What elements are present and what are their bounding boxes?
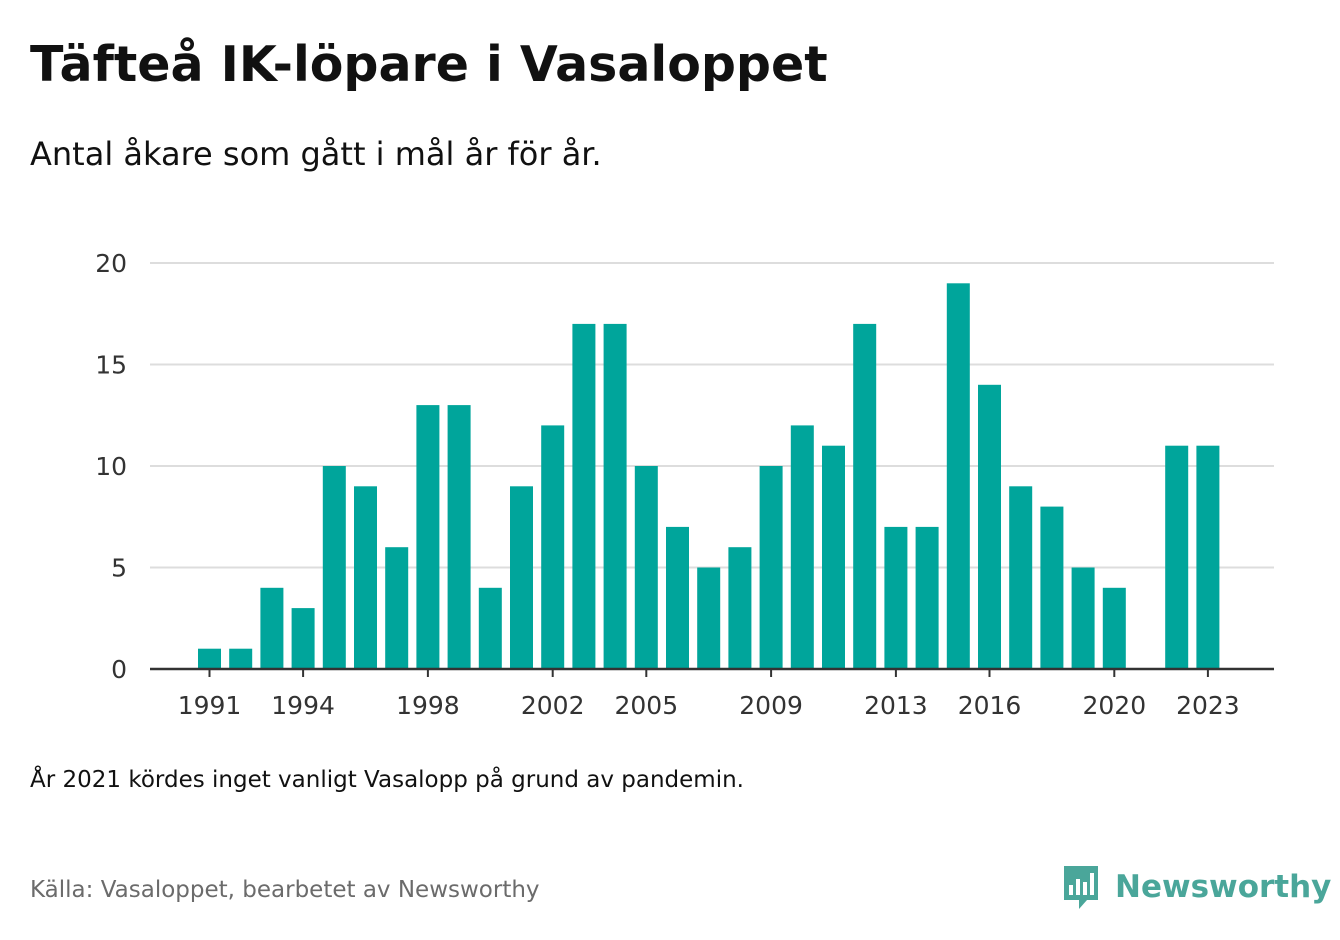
bar-1994	[291, 608, 315, 669]
bar-2016	[978, 384, 1001, 669]
chart-title: Täfteå IK-löpare i Vasaloppet	[30, 36, 828, 93]
bar-2005	[634, 466, 658, 669]
bar-chart: 0 5 10 15 20 1991 1994 1998 2002 2005 2009 2013 201…	[95, 249, 1274, 720]
bar-2022	[1165, 445, 1189, 669]
x-tick-label: 2020	[1082, 691, 1146, 720]
bar-2014	[915, 526, 939, 669]
x-tick-label: 2023	[1176, 691, 1240, 720]
bar-1993	[260, 587, 284, 669]
x-tick-label: 2002	[521, 691, 585, 720]
x-tick-label: 2009	[739, 691, 803, 720]
bar-2000	[478, 587, 502, 669]
bar-2015	[946, 283, 970, 669]
bar-2012	[853, 323, 877, 669]
x-tick-label: 1994	[271, 691, 335, 720]
x-axis	[150, 667, 1274, 677]
bar-2008	[728, 547, 752, 669]
bar-2009	[759, 466, 783, 669]
x-tick-label: 2013	[864, 691, 928, 720]
bar-2013	[884, 526, 908, 669]
footnote: År 2021 kördes inget vanligt Vasalopp på…	[30, 767, 744, 793]
bar-2019	[1071, 567, 1095, 669]
x-tick-label: 1991	[178, 691, 242, 720]
y-tick-label: 5	[111, 554, 127, 583]
source-credit: Källa: Vasaloppet, bearbetet av Newswort…	[30, 877, 540, 903]
bar-2020	[1102, 587, 1126, 669]
bar-2003	[572, 323, 596, 669]
brand-logo: Newsworthy	[1061, 862, 1331, 912]
x-tick-label: 2005	[614, 691, 678, 720]
bar-2010	[790, 425, 814, 669]
bar-1991	[198, 648, 221, 669]
x-tick-label: 1998	[396, 691, 460, 720]
brand-name: Newsworthy	[1115, 869, 1332, 905]
x-tick-labels: 1991 1994 1998 2002 2005 2009 2013 2016 2020 2023	[178, 691, 1240, 720]
bar-1995	[322, 466, 346, 669]
bar-1997	[385, 547, 409, 669]
bar-2002	[541, 425, 565, 669]
bar-2011	[822, 445, 845, 669]
bar-1992	[229, 648, 253, 669]
bar-1996	[354, 486, 377, 669]
y-tick-label: 0	[111, 655, 127, 684]
bar-2006	[666, 526, 689, 669]
bar-1998	[416, 405, 440, 669]
bars	[198, 283, 1220, 669]
bar-2017	[1009, 486, 1033, 669]
bar-1999	[447, 405, 471, 669]
x-tick-label: 2016	[958, 691, 1022, 720]
y-tick-label: 10	[95, 452, 127, 481]
bar-2001	[510, 486, 533, 669]
bar-2023	[1196, 445, 1220, 669]
bar-2018	[1040, 506, 1064, 669]
gridlines	[150, 262, 1274, 569]
chart-subtitle: Antal åkare som gått i mål år för år.	[30, 135, 602, 173]
bar-2007	[697, 567, 721, 669]
chart-speech-bubble-icon	[1064, 866, 1098, 909]
y-tick-labels: 0 5 10 15 20	[95, 249, 127, 684]
y-tick-label: 15	[95, 351, 127, 380]
y-tick-label: 20	[95, 249, 127, 278]
bar-2004	[603, 323, 627, 669]
